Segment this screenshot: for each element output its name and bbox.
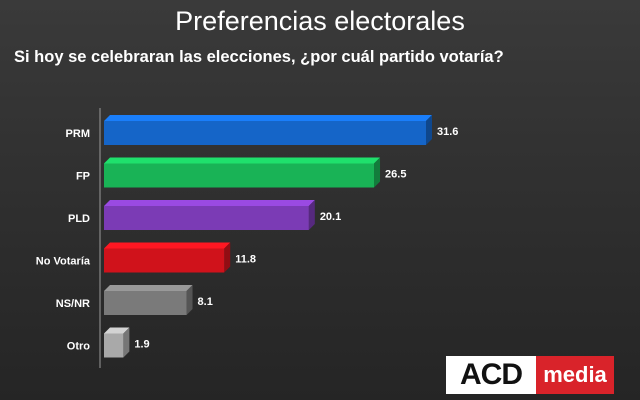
data-label: 11.8 (235, 254, 256, 266)
category-label: FP (76, 171, 90, 183)
category-label: Otro (67, 341, 91, 353)
bar-side-face (308, 200, 315, 230)
bar-top-face (104, 157, 381, 164)
logo-media-text: media (536, 356, 614, 394)
bar-top-face (104, 200, 315, 206)
bar (104, 291, 187, 315)
bar (104, 121, 426, 145)
category-label: PRM (66, 128, 90, 140)
data-label: 20.1 (320, 211, 341, 223)
data-label: 31.6 (437, 126, 458, 138)
bars-group: PRM 31.6 FP 26.5 PLD 20.1 No Votaría 11.8 NS/NR 8… (36, 108, 458, 368)
bar-top-face (104, 285, 193, 291)
category-label: No Votaría (36, 256, 91, 268)
data-label: 26.5 (385, 169, 406, 181)
bar-side-face (186, 285, 193, 315)
bar (104, 333, 124, 358)
data-label: 1.9 (134, 339, 149, 351)
bar-top-face (104, 242, 231, 249)
bar-side-face (224, 242, 231, 273)
bar-side-face (426, 115, 432, 145)
category-label: PLD (68, 213, 90, 225)
bar (104, 206, 309, 230)
category-label: NS/NR (56, 298, 90, 310)
chart-subtitle: Si hoy se celebraran las elecciones, ¿po… (14, 48, 504, 66)
chart-title: Preferencias electorales (175, 6, 465, 36)
logo-acd-text: ACD (446, 356, 536, 394)
bar (104, 248, 225, 273)
bar-top-face (104, 327, 130, 334)
bar-side-face (123, 327, 130, 358)
bar-side-face (374, 157, 381, 188)
bar (104, 163, 375, 188)
bar-top-face (104, 115, 432, 121)
data-label: 8.1 (198, 296, 213, 308)
